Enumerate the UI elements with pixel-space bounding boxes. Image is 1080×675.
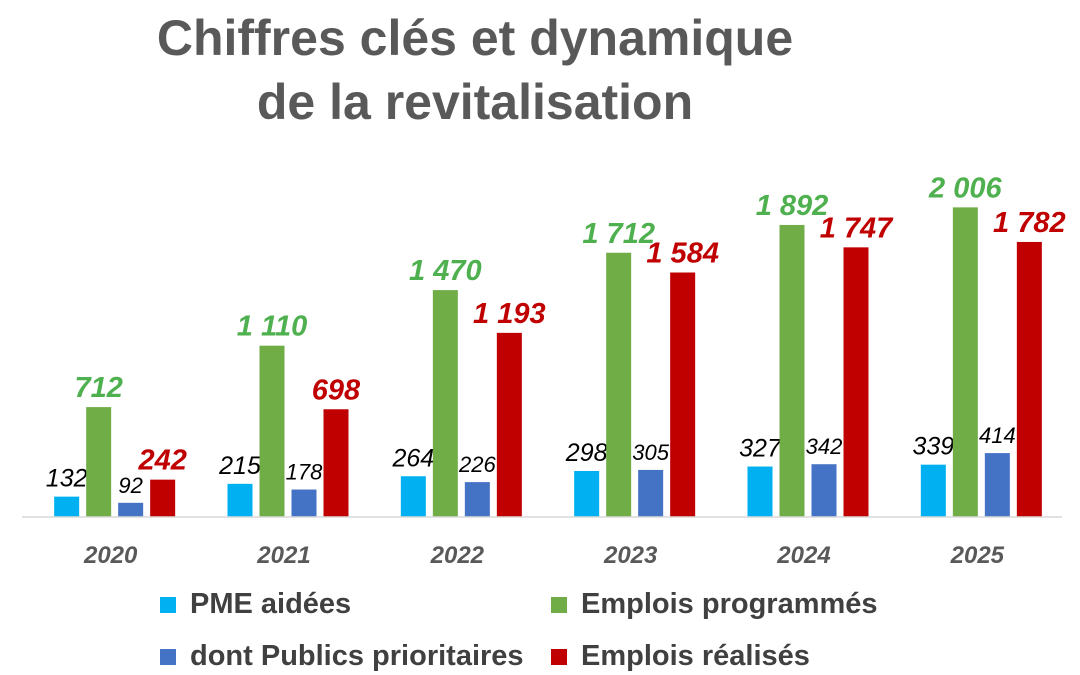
bar-2023-series-3 (670, 272, 696, 517)
bar-2022-series-3 (496, 332, 522, 517)
data-label-2024-series-0: 327 (739, 435, 782, 463)
data-label-2025-series-2: 414 (979, 423, 1016, 448)
x-tick-label-2022: 2022 (430, 542, 485, 569)
bar-2024-series-3 (843, 247, 869, 517)
chart-title-line-2: de la revitalisation (256, 74, 694, 130)
chart-title: Chiffres clés et dynamique de la revital… (0, 6, 950, 134)
bar-2025-series-3 (1016, 241, 1042, 517)
data-label-2023-series-3: 1 584 (646, 238, 719, 270)
data-label-2021-series-3: 698 (312, 374, 361, 406)
data-label-2020-series-2: 92 (118, 473, 142, 498)
chart-title-line-1: Chiffres clés et dynamique (156, 10, 794, 66)
bar-2024-series-2 (811, 464, 837, 517)
data-label-2022-series-2: 226 (458, 452, 496, 477)
bar-2022-series-1 (432, 290, 458, 517)
bar-2021-series-3 (323, 409, 349, 517)
bar-2023-series-2 (638, 469, 664, 517)
data-label-2025-series-0: 339 (912, 433, 954, 461)
bar-2022-series-2 (464, 482, 490, 517)
data-label-2021-series-1: 1 110 (237, 311, 307, 343)
bar-2025-series-1 (952, 207, 978, 517)
data-label-2021-series-2: 178 (286, 460, 323, 485)
data-label-2022-series-1: 1 470 (409, 255, 482, 287)
data-label-2023-series-2: 305 (632, 440, 669, 465)
data-label-2024-series-1: 1 892 (756, 190, 829, 222)
data-label-2020-series-1: 712 (74, 372, 122, 404)
data-label-2022-series-0: 264 (391, 444, 434, 472)
bar-2020-series-0 (54, 496, 80, 517)
x-tick-label-2024: 2024 (776, 542, 830, 569)
bar-2023-series-1 (606, 252, 632, 517)
bar-2022-series-0 (400, 476, 426, 517)
bar-2023-series-0 (574, 471, 600, 517)
x-tick-label-2025: 2025 (950, 542, 1005, 569)
data-label-2025-series-1: 2 006 (928, 172, 1002, 204)
data-label-2022-series-3: 1 193 (473, 298, 546, 330)
x-tick-label-2023: 2023 (603, 542, 658, 569)
data-label-2024-series-2: 342 (806, 434, 843, 459)
bar-2024-series-1 (779, 224, 805, 517)
data-label-2023-series-0: 298 (565, 439, 608, 467)
bar-2021-series-0 (227, 483, 253, 517)
x-tick-label-2020: 2020 (83, 542, 138, 569)
x-tick-label-2021: 2021 (256, 542, 310, 569)
data-label-2021-series-0: 215 (218, 452, 261, 480)
data-label-2020-series-0: 132 (46, 465, 88, 493)
bar-2021-series-1 (259, 345, 285, 517)
data-label-2023-series-1: 1 712 (582, 218, 655, 250)
data-label-2020-series-3: 242 (137, 445, 186, 477)
bar-2025-series-0 (920, 464, 946, 517)
bar-2024-series-0 (747, 466, 773, 517)
bar-2025-series-2 (984, 453, 1010, 517)
bar-2021-series-2 (291, 489, 317, 517)
bar-2020-series-3 (150, 479, 176, 517)
data-label-2025-series-3: 1 782 (993, 207, 1066, 239)
bar-2020-series-2 (118, 502, 144, 517)
data-label-2024-series-3: 1 747 (820, 212, 894, 244)
bar-2020-series-1 (86, 407, 112, 517)
